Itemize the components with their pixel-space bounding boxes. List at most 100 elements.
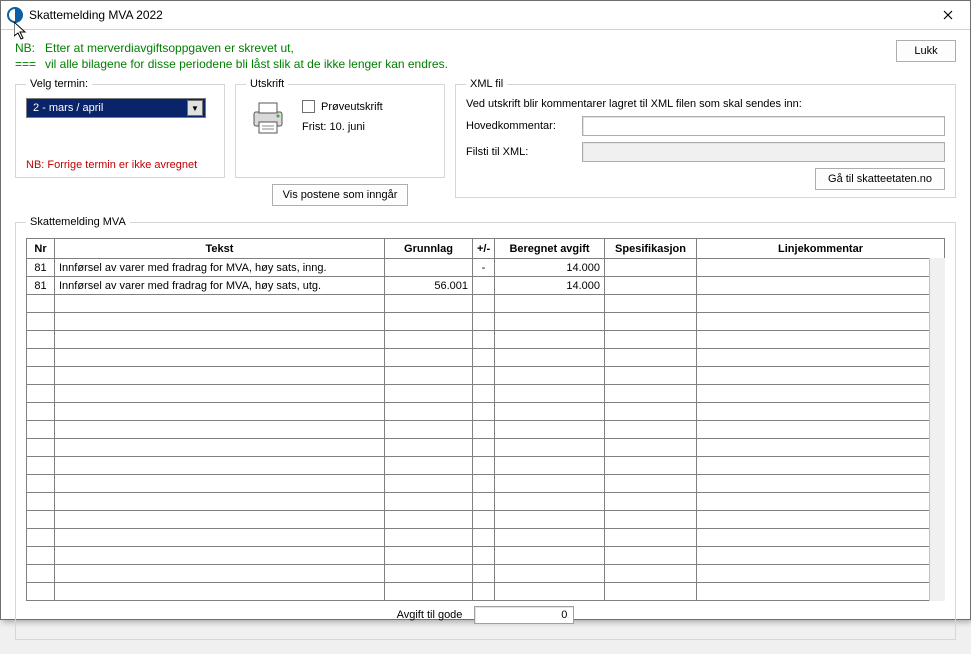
cell	[697, 313, 945, 331]
table-row[interactable]	[27, 511, 945, 529]
cell	[697, 421, 945, 439]
cell	[55, 547, 385, 565]
table-row[interactable]	[27, 349, 945, 367]
ga-til-skatteetaten-button[interactable]: Gå til skatteetaten.no	[815, 168, 945, 190]
cell	[27, 421, 55, 439]
dropdown-arrow-icon: ▼	[187, 100, 203, 116]
cell	[605, 547, 697, 565]
cell	[605, 493, 697, 511]
table-row[interactable]	[27, 547, 945, 565]
cell	[473, 457, 495, 475]
cell	[605, 349, 697, 367]
table-row[interactable]	[27, 331, 945, 349]
cell	[605, 385, 697, 403]
table-row[interactable]	[27, 475, 945, 493]
table-row[interactable]	[27, 529, 945, 547]
vis-postene-button[interactable]: Vis postene som inngår	[272, 184, 409, 206]
cell	[495, 385, 605, 403]
cell	[55, 421, 385, 439]
cell	[55, 403, 385, 421]
col-avgift[interactable]: Beregnet avgift	[495, 239, 605, 259]
cell	[495, 439, 605, 457]
mva-fieldset: Skattemelding MVA Nr Tekst Grunnlag +/- …	[15, 216, 956, 640]
table-row[interactable]	[27, 385, 945, 403]
cell	[473, 421, 495, 439]
cell	[697, 565, 945, 583]
frist-text: Frist: 10. juni	[302, 121, 383, 133]
cell	[385, 295, 473, 313]
xml-legend: XML fil	[466, 78, 507, 90]
cell	[495, 421, 605, 439]
cell	[27, 493, 55, 511]
cell	[697, 493, 945, 511]
table-row[interactable]	[27, 403, 945, 421]
table-row[interactable]: 81Innførsel av varer med fradrag for MVA…	[27, 277, 945, 295]
cell	[605, 259, 697, 277]
cell	[385, 511, 473, 529]
cell	[495, 583, 605, 601]
table-row[interactable]	[27, 439, 945, 457]
cell	[473, 349, 495, 367]
col-kommentar[interactable]: Linjekommentar	[697, 239, 945, 259]
cell: 56.001	[385, 277, 473, 295]
cell	[697, 277, 945, 295]
termin-select[interactable]: 2 - mars / april ▼	[26, 98, 206, 118]
cell	[55, 565, 385, 583]
cell	[55, 313, 385, 331]
cell	[605, 421, 697, 439]
cell	[495, 403, 605, 421]
cell	[495, 349, 605, 367]
vertical-scrollbar[interactable]	[929, 258, 945, 601]
col-nr[interactable]: Nr	[27, 239, 55, 259]
table-row[interactable]	[27, 367, 945, 385]
table-row[interactable]	[27, 493, 945, 511]
cell	[385, 367, 473, 385]
table-row[interactable]	[27, 565, 945, 583]
cell	[473, 313, 495, 331]
col-tekst[interactable]: Tekst	[55, 239, 385, 259]
note-line1: Etter at merverdiavgiftsoppgaven er skre…	[45, 41, 294, 55]
col-spes[interactable]: Spesifikasjon	[605, 239, 697, 259]
cell	[55, 385, 385, 403]
cell	[385, 421, 473, 439]
table-row[interactable]	[27, 457, 945, 475]
cell	[385, 529, 473, 547]
cell	[385, 385, 473, 403]
cell	[55, 331, 385, 349]
table-row[interactable]	[27, 583, 945, 601]
cell	[27, 349, 55, 367]
cell	[605, 331, 697, 349]
col-plusminus[interactable]: +/-	[473, 239, 495, 259]
cell	[55, 457, 385, 475]
cursor-icon	[14, 22, 30, 42]
cell	[55, 349, 385, 367]
cell	[473, 331, 495, 349]
cell	[495, 565, 605, 583]
cell	[473, 511, 495, 529]
proveutskrift-checkbox[interactable]: Prøveutskrift	[302, 100, 383, 113]
cell	[605, 313, 697, 331]
cell	[697, 475, 945, 493]
hovedkommentar-label: Hovedkommentar:	[466, 120, 576, 132]
mva-legend: Skattemelding MVA	[26, 216, 130, 228]
cell	[27, 457, 55, 475]
table-row[interactable]	[27, 313, 945, 331]
cell	[697, 583, 945, 601]
cell	[27, 565, 55, 583]
table-row[interactable]	[27, 295, 945, 313]
col-grunnlag[interactable]: Grunnlag	[385, 239, 473, 259]
cell	[55, 475, 385, 493]
cell	[385, 565, 473, 583]
hovedkommentar-input[interactable]	[582, 116, 945, 136]
printer-icon[interactable]	[246, 98, 290, 138]
cell	[473, 547, 495, 565]
options-row: Velg termin: 2 - mars / april ▼ NB: Forr…	[15, 78, 956, 206]
cell: Innførsel av varer med fradrag for MVA, …	[55, 277, 385, 295]
note-prefix: NB:	[15, 40, 45, 56]
table-row[interactable]	[27, 421, 945, 439]
close-button[interactable]	[928, 1, 968, 29]
note-line2: vil alle bilagene for disse periodene bl…	[45, 57, 448, 71]
lukk-button[interactable]: Lukk	[896, 40, 956, 62]
cell	[55, 529, 385, 547]
table-row[interactable]: 81Innførsel av varer med fradrag for MVA…	[27, 259, 945, 277]
